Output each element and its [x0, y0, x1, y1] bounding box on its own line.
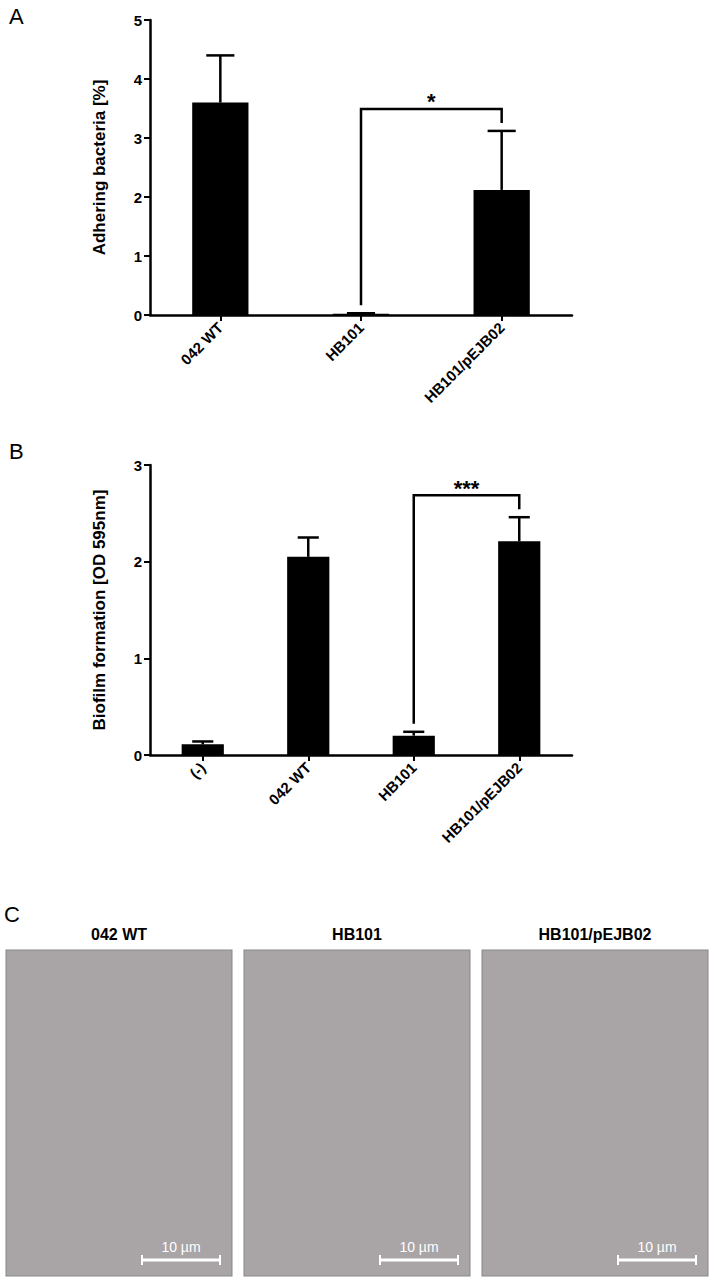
svg-text:HB101/pEJB02: HB101/pEJB02 — [421, 319, 508, 406]
svg-text:1: 1 — [134, 650, 142, 667]
svg-text:4: 4 — [134, 71, 143, 88]
svg-text:042 WT: 042 WT — [177, 319, 226, 368]
svg-text:0: 0 — [134, 747, 142, 764]
svg-text:3: 3 — [134, 457, 142, 474]
svg-text:***: *** — [454, 476, 480, 501]
svg-text:(-): (-) — [186, 759, 209, 782]
svg-text:042 WT: 042 WT — [91, 926, 147, 943]
svg-text:10 µm: 10 µm — [399, 1239, 438, 1255]
svg-text:HB101: HB101 — [322, 319, 367, 364]
svg-text:B: B — [9, 439, 24, 464]
svg-text:10 µm: 10 µm — [637, 1239, 676, 1255]
svg-text:5: 5 — [134, 12, 142, 29]
svg-text:A: A — [9, 4, 24, 29]
svg-text:HB101: HB101 — [332, 926, 382, 943]
svg-text:Adhering bacteria [%]: Adhering bacteria [%] — [90, 80, 109, 256]
svg-text:1: 1 — [134, 248, 142, 265]
svg-text:Biofilm formation [OD 595nm]: Biofilm formation [OD 595nm] — [90, 490, 109, 731]
svg-text:0: 0 — [134, 307, 142, 324]
svg-text:042 WT: 042 WT — [265, 759, 314, 808]
svg-text:3: 3 — [134, 130, 142, 147]
svg-text:10 µm: 10 µm — [161, 1239, 200, 1255]
svg-text:2: 2 — [134, 189, 142, 206]
svg-text:HB101: HB101 — [375, 759, 420, 804]
svg-text:HB101/pEJB02: HB101/pEJB02 — [438, 759, 525, 846]
svg-text:2: 2 — [134, 553, 142, 570]
svg-text:HB101/pEJB02: HB101/pEJB02 — [539, 926, 652, 943]
svg-text:*: * — [427, 89, 436, 114]
svg-text:C: C — [4, 902, 20, 927]
